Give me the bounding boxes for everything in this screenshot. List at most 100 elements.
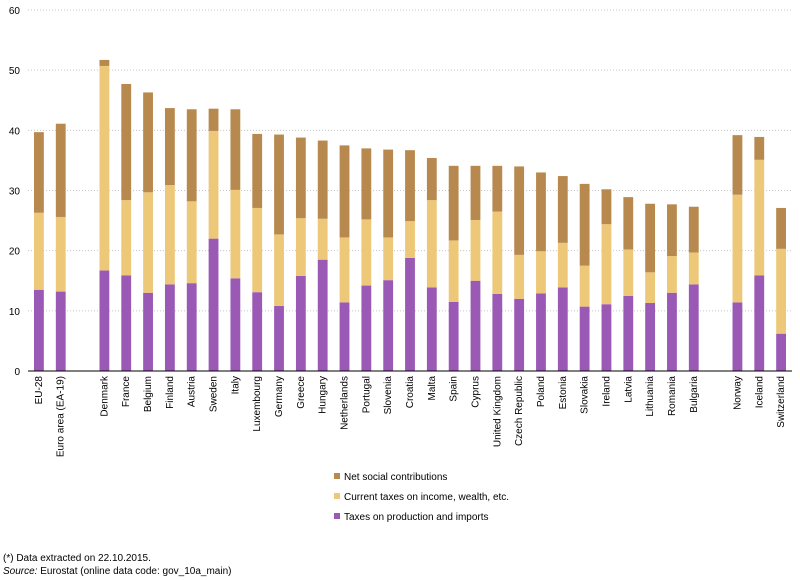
- bar-stack: [55, 123, 66, 371]
- bar-stack: [536, 172, 546, 371]
- bar-segment-production-taxes: [186, 283, 197, 371]
- category-label: Germany: [274, 376, 285, 417]
- bar-segment-social-contributions: [536, 172, 546, 252]
- bar-segment-production-taxes: [688, 284, 699, 371]
- bar-segment-income-taxes: [230, 189, 241, 279]
- bar-segment-production-taxes: [34, 289, 44, 371]
- bar-stack: [579, 183, 590, 371]
- bar-segment-income-taxes: [55, 216, 66, 292]
- bar-segment-production-taxes: [143, 292, 153, 371]
- category-label: Bulgaria: [689, 376, 700, 413]
- bar-segment-production-taxes: [405, 257, 415, 371]
- category-label: Luxembourg: [252, 376, 263, 432]
- legend-label: Current taxes on income, wealth, etc.: [344, 492, 509, 503]
- bar-stack: [667, 204, 677, 371]
- category-label: Hungary: [318, 376, 329, 414]
- bar-segment-social-contributions: [732, 135, 743, 195]
- y-tick-label: 10: [9, 307, 21, 318]
- bar-segment-social-contributions: [557, 176, 568, 243]
- bar-segment-income-taxes: [601, 224, 612, 305]
- bar-stack: [470, 165, 481, 371]
- y-tick-label: 60: [9, 6, 21, 17]
- bar-segment-production-taxes: [514, 298, 525, 371]
- bar-segment-income-taxes: [470, 219, 481, 281]
- category-label: United Kingdom: [492, 376, 503, 447]
- bar-segment-social-contributions: [514, 166, 525, 255]
- category-label: Czech Republic: [514, 376, 525, 446]
- bar-segment-income-taxes: [99, 65, 110, 271]
- extraction-note-text: (*) Data extracted on 22.10.2015.: [3, 553, 151, 564]
- category-label: Ireland: [601, 376, 612, 407]
- bar-segment-production-taxes: [448, 301, 459, 371]
- bar-segment-social-contributions: [667, 204, 677, 257]
- category-label: Austria: [187, 376, 198, 408]
- bar-stack: [143, 92, 153, 371]
- source-text: Eurostat (online data code: gov_10a_main…: [40, 566, 232, 577]
- bar-stack: [557, 176, 568, 371]
- bar-segment-social-contributions: [688, 206, 699, 253]
- bar-segment-income-taxes: [339, 237, 350, 303]
- bar-segment-income-taxes: [317, 218, 328, 260]
- bar-segment-income-taxes: [274, 234, 284, 307]
- bar-segment-production-taxes: [99, 270, 110, 371]
- bar-segment-income-taxes: [383, 237, 394, 281]
- bar-segment-income-taxes: [732, 194, 743, 303]
- bar-stack: [186, 109, 197, 371]
- bar-segment-income-taxes: [536, 251, 546, 294]
- bar-segment-social-contributions: [295, 137, 306, 219]
- bar-segment-social-contributions: [252, 133, 263, 208]
- bar-segment-production-taxes: [732, 302, 743, 371]
- source-note: Source: Eurostat (online data code: gov_…: [3, 566, 232, 578]
- category-label: Croatia: [405, 376, 416, 409]
- bar-stack: [99, 59, 110, 371]
- bar-stack: [645, 203, 656, 371]
- x-axis-labels: EU-28 Euro area (EA-19) Denmark France Belgi…: [34, 375, 787, 457]
- bar-segment-production-taxes: [645, 303, 656, 371]
- bar-stack: [732, 135, 743, 371]
- bar-stack: [252, 133, 263, 371]
- category-label: Cyprus: [470, 376, 481, 408]
- bar-segment-income-taxes: [252, 207, 263, 293]
- legend-label: Taxes on production and imports: [344, 512, 489, 523]
- bar-segment-production-taxes: [623, 295, 634, 371]
- bar-segment-social-contributions: [317, 140, 328, 219]
- bar-segment-production-taxes: [295, 275, 306, 371]
- bar-stack: [754, 136, 765, 371]
- bar-segment-income-taxes: [579, 265, 590, 307]
- bar-segment-production-taxes: [230, 278, 241, 371]
- category-label: Italy: [230, 376, 241, 394]
- bar-stack: [514, 166, 525, 371]
- category-label: Estonia: [558, 376, 569, 410]
- bar-stack: [776, 207, 786, 371]
- bar-segment-production-taxes: [536, 293, 546, 371]
- category-label: Greece: [296, 376, 307, 409]
- y-axis-ticks: 0 10 20 30 40 50 60: [9, 6, 21, 378]
- bar-segment-income-taxes: [426, 200, 437, 288]
- bar-segment-social-contributions: [99, 59, 110, 66]
- category-label: Slovakia: [580, 376, 591, 414]
- bar-segment-income-taxes: [295, 218, 306, 276]
- bar-segment-production-taxes: [557, 287, 568, 371]
- bar-stack: [317, 140, 328, 371]
- category-label: Sweden: [209, 376, 220, 412]
- bar-segment-social-contributions: [776, 207, 786, 249]
- category-label: Malta: [427, 376, 438, 401]
- category-label: Iceland: [754, 376, 765, 408]
- category-label: Netherlands: [340, 376, 351, 430]
- bar-segment-social-contributions: [492, 165, 503, 212]
- bar-segment-social-contributions: [55, 123, 66, 217]
- bar-segment-social-contributions: [623, 197, 634, 250]
- bar-segment-production-taxes: [339, 302, 350, 371]
- bar-segment-production-taxes: [361, 285, 372, 371]
- bar-segment-production-taxes: [208, 238, 219, 371]
- bar-segment-income-taxes: [492, 211, 503, 294]
- bar-segment-income-taxes: [448, 240, 459, 302]
- category-label: France: [121, 376, 132, 408]
- category-label: EU-28: [34, 376, 45, 405]
- legend: Net social contributions Current taxes on…: [334, 472, 509, 523]
- category-label: Poland: [536, 376, 547, 407]
- bar-segment-production-taxes: [252, 292, 263, 371]
- bar-stack: [688, 206, 699, 371]
- bar-segment-social-contributions: [164, 108, 175, 186]
- bar-segment-social-contributions: [383, 149, 394, 238]
